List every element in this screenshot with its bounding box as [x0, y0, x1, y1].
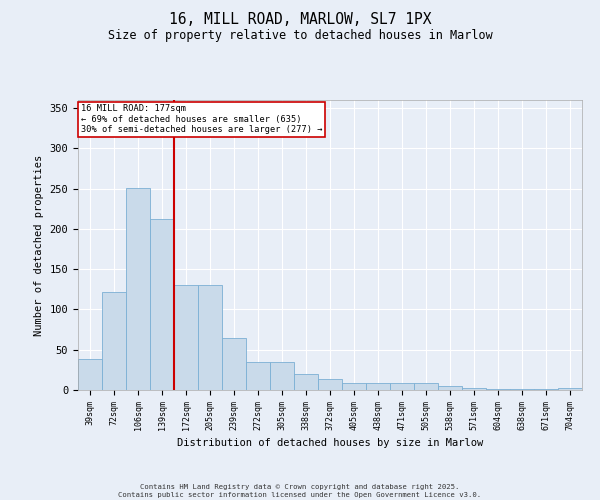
Bar: [414, 383, 438, 390]
Bar: [342, 383, 366, 390]
Bar: [102, 292, 126, 390]
Bar: [198, 286, 222, 390]
Bar: [486, 389, 510, 390]
Bar: [366, 383, 390, 390]
Bar: [534, 389, 558, 390]
Bar: [150, 219, 174, 390]
Bar: [222, 338, 246, 390]
Bar: [174, 286, 198, 390]
Bar: [126, 188, 150, 390]
Bar: [438, 386, 462, 390]
Text: 16, MILL ROAD, MARLOW, SL7 1PX: 16, MILL ROAD, MARLOW, SL7 1PX: [169, 12, 431, 28]
Bar: [318, 378, 342, 390]
Bar: [270, 362, 294, 390]
Text: 16 MILL ROAD: 177sqm
← 69% of detached houses are smaller (635)
30% of semi-deta: 16 MILL ROAD: 177sqm ← 69% of detached h…: [80, 104, 322, 134]
Bar: [510, 389, 534, 390]
Text: Size of property relative to detached houses in Marlow: Size of property relative to detached ho…: [107, 29, 493, 42]
Y-axis label: Number of detached properties: Number of detached properties: [34, 154, 44, 336]
Bar: [390, 383, 414, 390]
Text: Contains HM Land Registry data © Crown copyright and database right 2025.
Contai: Contains HM Land Registry data © Crown c…: [118, 484, 482, 498]
Bar: [246, 362, 270, 390]
Bar: [558, 388, 582, 390]
Bar: [462, 388, 486, 390]
Bar: [294, 374, 318, 390]
Bar: [78, 360, 102, 390]
X-axis label: Distribution of detached houses by size in Marlow: Distribution of detached houses by size …: [177, 438, 483, 448]
